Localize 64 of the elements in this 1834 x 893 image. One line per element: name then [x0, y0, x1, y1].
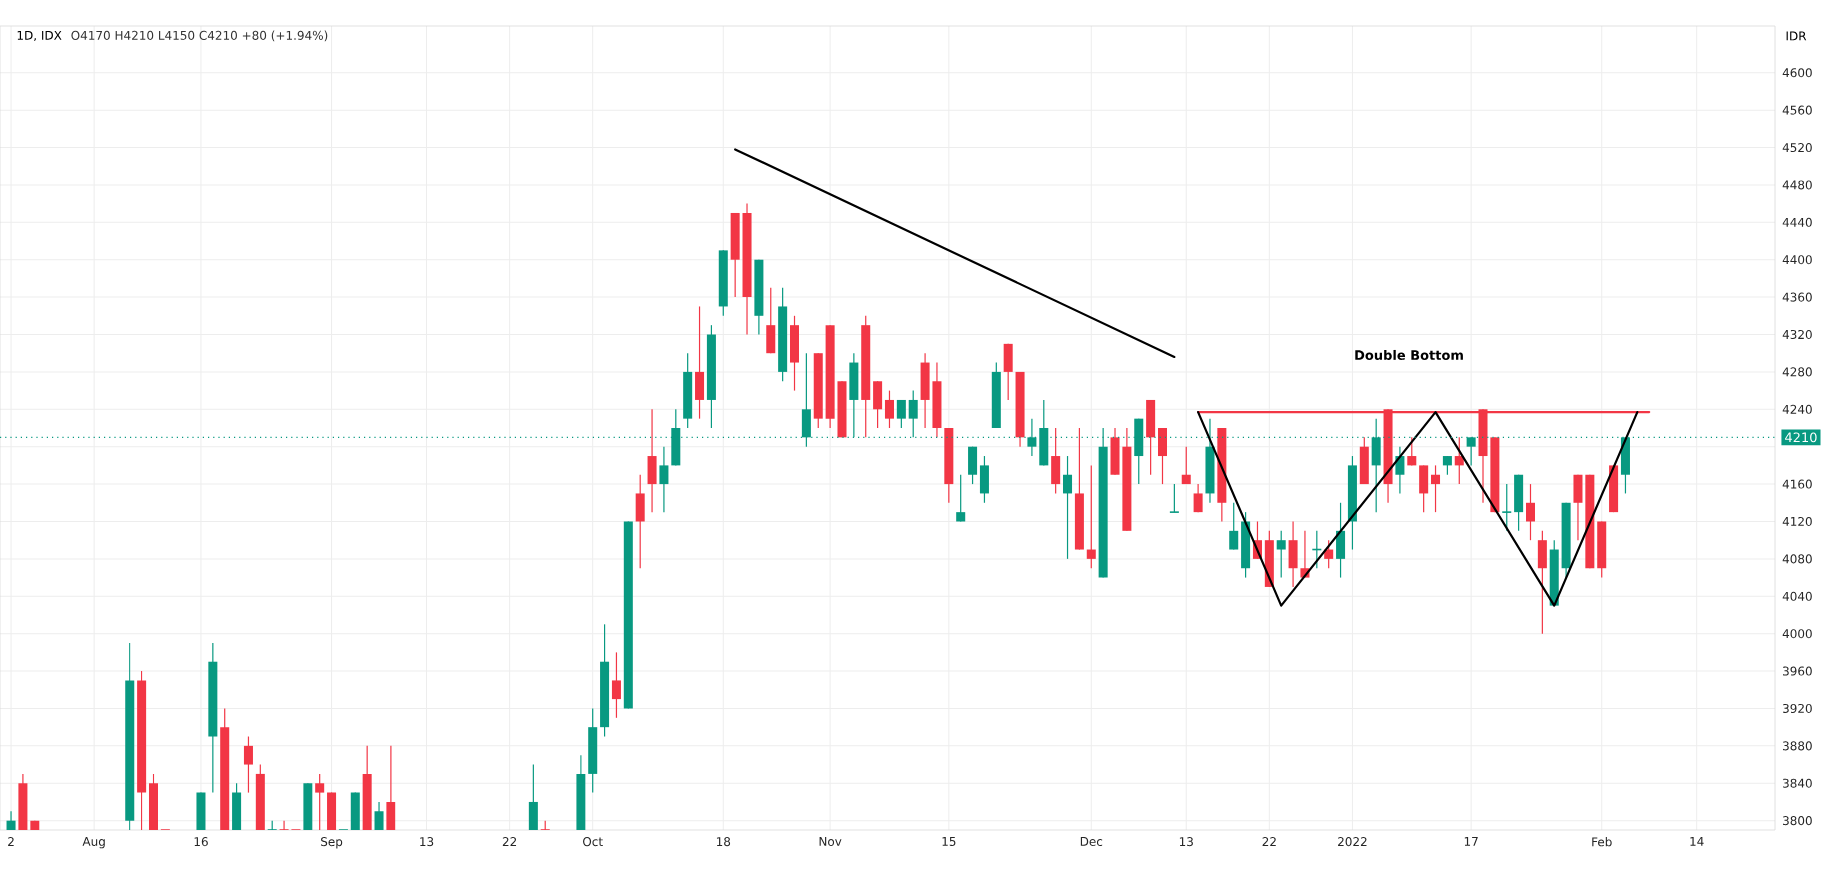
chart-subtitle: O4170 H4210 L4150 C4210 +80 (+1.94%)	[71, 30, 328, 42]
y-tick-label: 4560	[1782, 105, 1812, 115]
candlestick	[1181, 446, 1191, 485]
chart-title: 1D, IDX	[17, 30, 62, 42]
y-tick-label: 4160	[1782, 479, 1812, 489]
x-tick-label: 18	[716, 837, 731, 847]
candlestick	[1169, 483, 1180, 513]
y-tick-label: 4040	[1782, 591, 1812, 601]
ref-line-label: 4210	[1785, 432, 1817, 443]
y-tick-label: 3880	[1783, 741, 1812, 751]
y-tick-label: 3920	[1783, 703, 1812, 713]
candlestick	[1086, 464, 1096, 569]
y-tick-label: 3960	[1783, 666, 1812, 676]
x-tick-label: Nov	[819, 837, 842, 846]
candlestick	[1229, 502, 1239, 551]
candlestick	[1063, 455, 1073, 560]
x-tick-label: Aug	[82, 837, 105, 849]
y-tick-label: 4320	[1782, 329, 1812, 340]
x-tick-label: 13	[1179, 837, 1193, 847]
candlestick	[374, 801, 384, 830]
candlestick	[956, 474, 966, 523]
candlestick	[1276, 530, 1286, 579]
candlestick	[659, 446, 669, 513]
candlestick	[1193, 483, 1203, 513]
candlestick	[884, 390, 894, 429]
y-tick-label: 4120	[1782, 516, 1812, 527]
y-tick-label: 4520	[1782, 142, 1812, 153]
x-tick-label: Sep	[321, 837, 343, 849]
candlestick	[278, 820, 290, 830]
x-tick-label: 17	[1464, 837, 1478, 846]
x-tick-label: 16	[194, 837, 208, 847]
x-tick-label: 22	[1262, 837, 1276, 846]
x-tick-label: 14	[1690, 837, 1704, 846]
x-tick-label: Oct	[583, 837, 603, 847]
y-tick-label: 3800	[1783, 816, 1812, 826]
y-tick-label: 4480	[1782, 180, 1812, 190]
y-tick-label: 3840	[1783, 778, 1812, 788]
y-tick-label: 4360	[1782, 292, 1812, 302]
candlestick	[1525, 483, 1535, 541]
y-tick-label: 4440	[1782, 217, 1812, 227]
candlestick	[611, 651, 621, 719]
y-tick-label: 4080	[1782, 554, 1812, 564]
candlestick	[1431, 464, 1441, 513]
y-axis-title: IDR	[1786, 31, 1807, 41]
candlestick	[908, 390, 918, 438]
annotation: Double Bottom	[1355, 349, 1463, 361]
x-tick-label: 22	[502, 837, 517, 846]
y-tick-label: 4000	[1782, 629, 1812, 639]
candlestick	[1501, 483, 1513, 532]
y-tick-label: 4280	[1782, 367, 1812, 377]
candlestick	[315, 773, 325, 830]
x-tick-label: Dec	[1080, 837, 1103, 846]
y-tick-label: 4600	[1782, 68, 1812, 78]
candlestick	[1407, 436, 1417, 466]
x-tick-label: 2	[8, 837, 14, 846]
candlestick	[243, 735, 253, 794]
y-tick-label: 4240	[1782, 404, 1812, 414]
candlestick	[896, 399, 906, 429]
x-tick-label: Feb	[1592, 837, 1612, 847]
x-tick-label: 15	[942, 837, 956, 846]
candlestick	[1442, 455, 1452, 476]
x-tick-label: 2022	[1338, 837, 1367, 847]
x-tick-label: 13	[420, 837, 434, 847]
y-tick-label: 4400	[1782, 255, 1812, 265]
